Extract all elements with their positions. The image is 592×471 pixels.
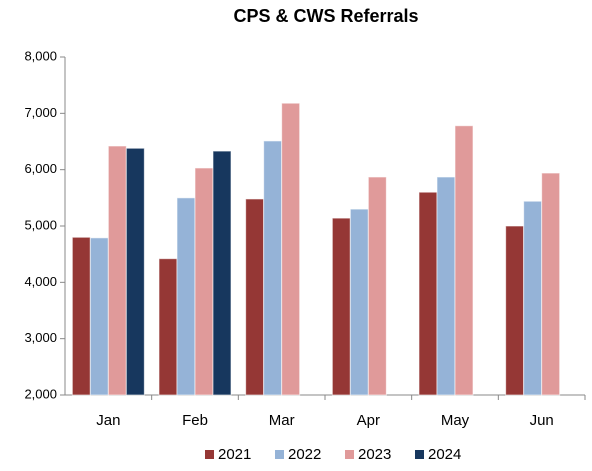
- legend-swatch: [415, 450, 424, 459]
- bar: [331, 217, 351, 396]
- bar: [436, 176, 456, 396]
- bar: [454, 125, 474, 396]
- legend-swatch: [345, 450, 354, 459]
- legend-label: 2024: [428, 446, 461, 463]
- legend-label: 2023: [358, 446, 391, 463]
- x-tick-label: Jun: [530, 412, 554, 429]
- bar: [125, 147, 145, 396]
- x-tick-label: Jan: [96, 412, 120, 429]
- y-tick-label: 8,000: [24, 48, 57, 63]
- bar: [212, 150, 232, 396]
- bar: [158, 258, 178, 396]
- bar: [523, 200, 543, 396]
- chart-title: CPS & CWS Referrals: [233, 6, 418, 26]
- bar: [505, 225, 525, 396]
- y-tick-label: 6,000: [24, 161, 57, 176]
- bar: [176, 197, 196, 396]
- bar: [367, 176, 387, 396]
- legend-swatch: [275, 450, 284, 459]
- y-tick-label: 3,000: [24, 330, 57, 345]
- bar: [349, 208, 369, 396]
- bar: [541, 172, 561, 396]
- y-tick-label: 5,000: [24, 217, 57, 232]
- bar: [245, 198, 265, 396]
- bar: [89, 237, 109, 396]
- legend-label: 2021: [218, 446, 251, 463]
- y-tick-label: 4,000: [24, 274, 57, 289]
- x-tick-label: Mar: [269, 412, 295, 429]
- x-tick-label: Apr: [357, 412, 380, 429]
- x-tick-label: Feb: [182, 412, 208, 429]
- y-tick-label: 2,000: [24, 386, 57, 401]
- bar: [107, 145, 127, 396]
- y-tick-label: 7,000: [24, 105, 57, 120]
- bar: [71, 236, 91, 396]
- bar: [194, 167, 214, 396]
- legend-label: 2022: [288, 446, 321, 463]
- bar: [281, 102, 301, 396]
- legend-swatch: [205, 450, 214, 459]
- bar: [418, 191, 438, 396]
- x-tick-label: May: [441, 412, 470, 429]
- bar: [263, 140, 283, 396]
